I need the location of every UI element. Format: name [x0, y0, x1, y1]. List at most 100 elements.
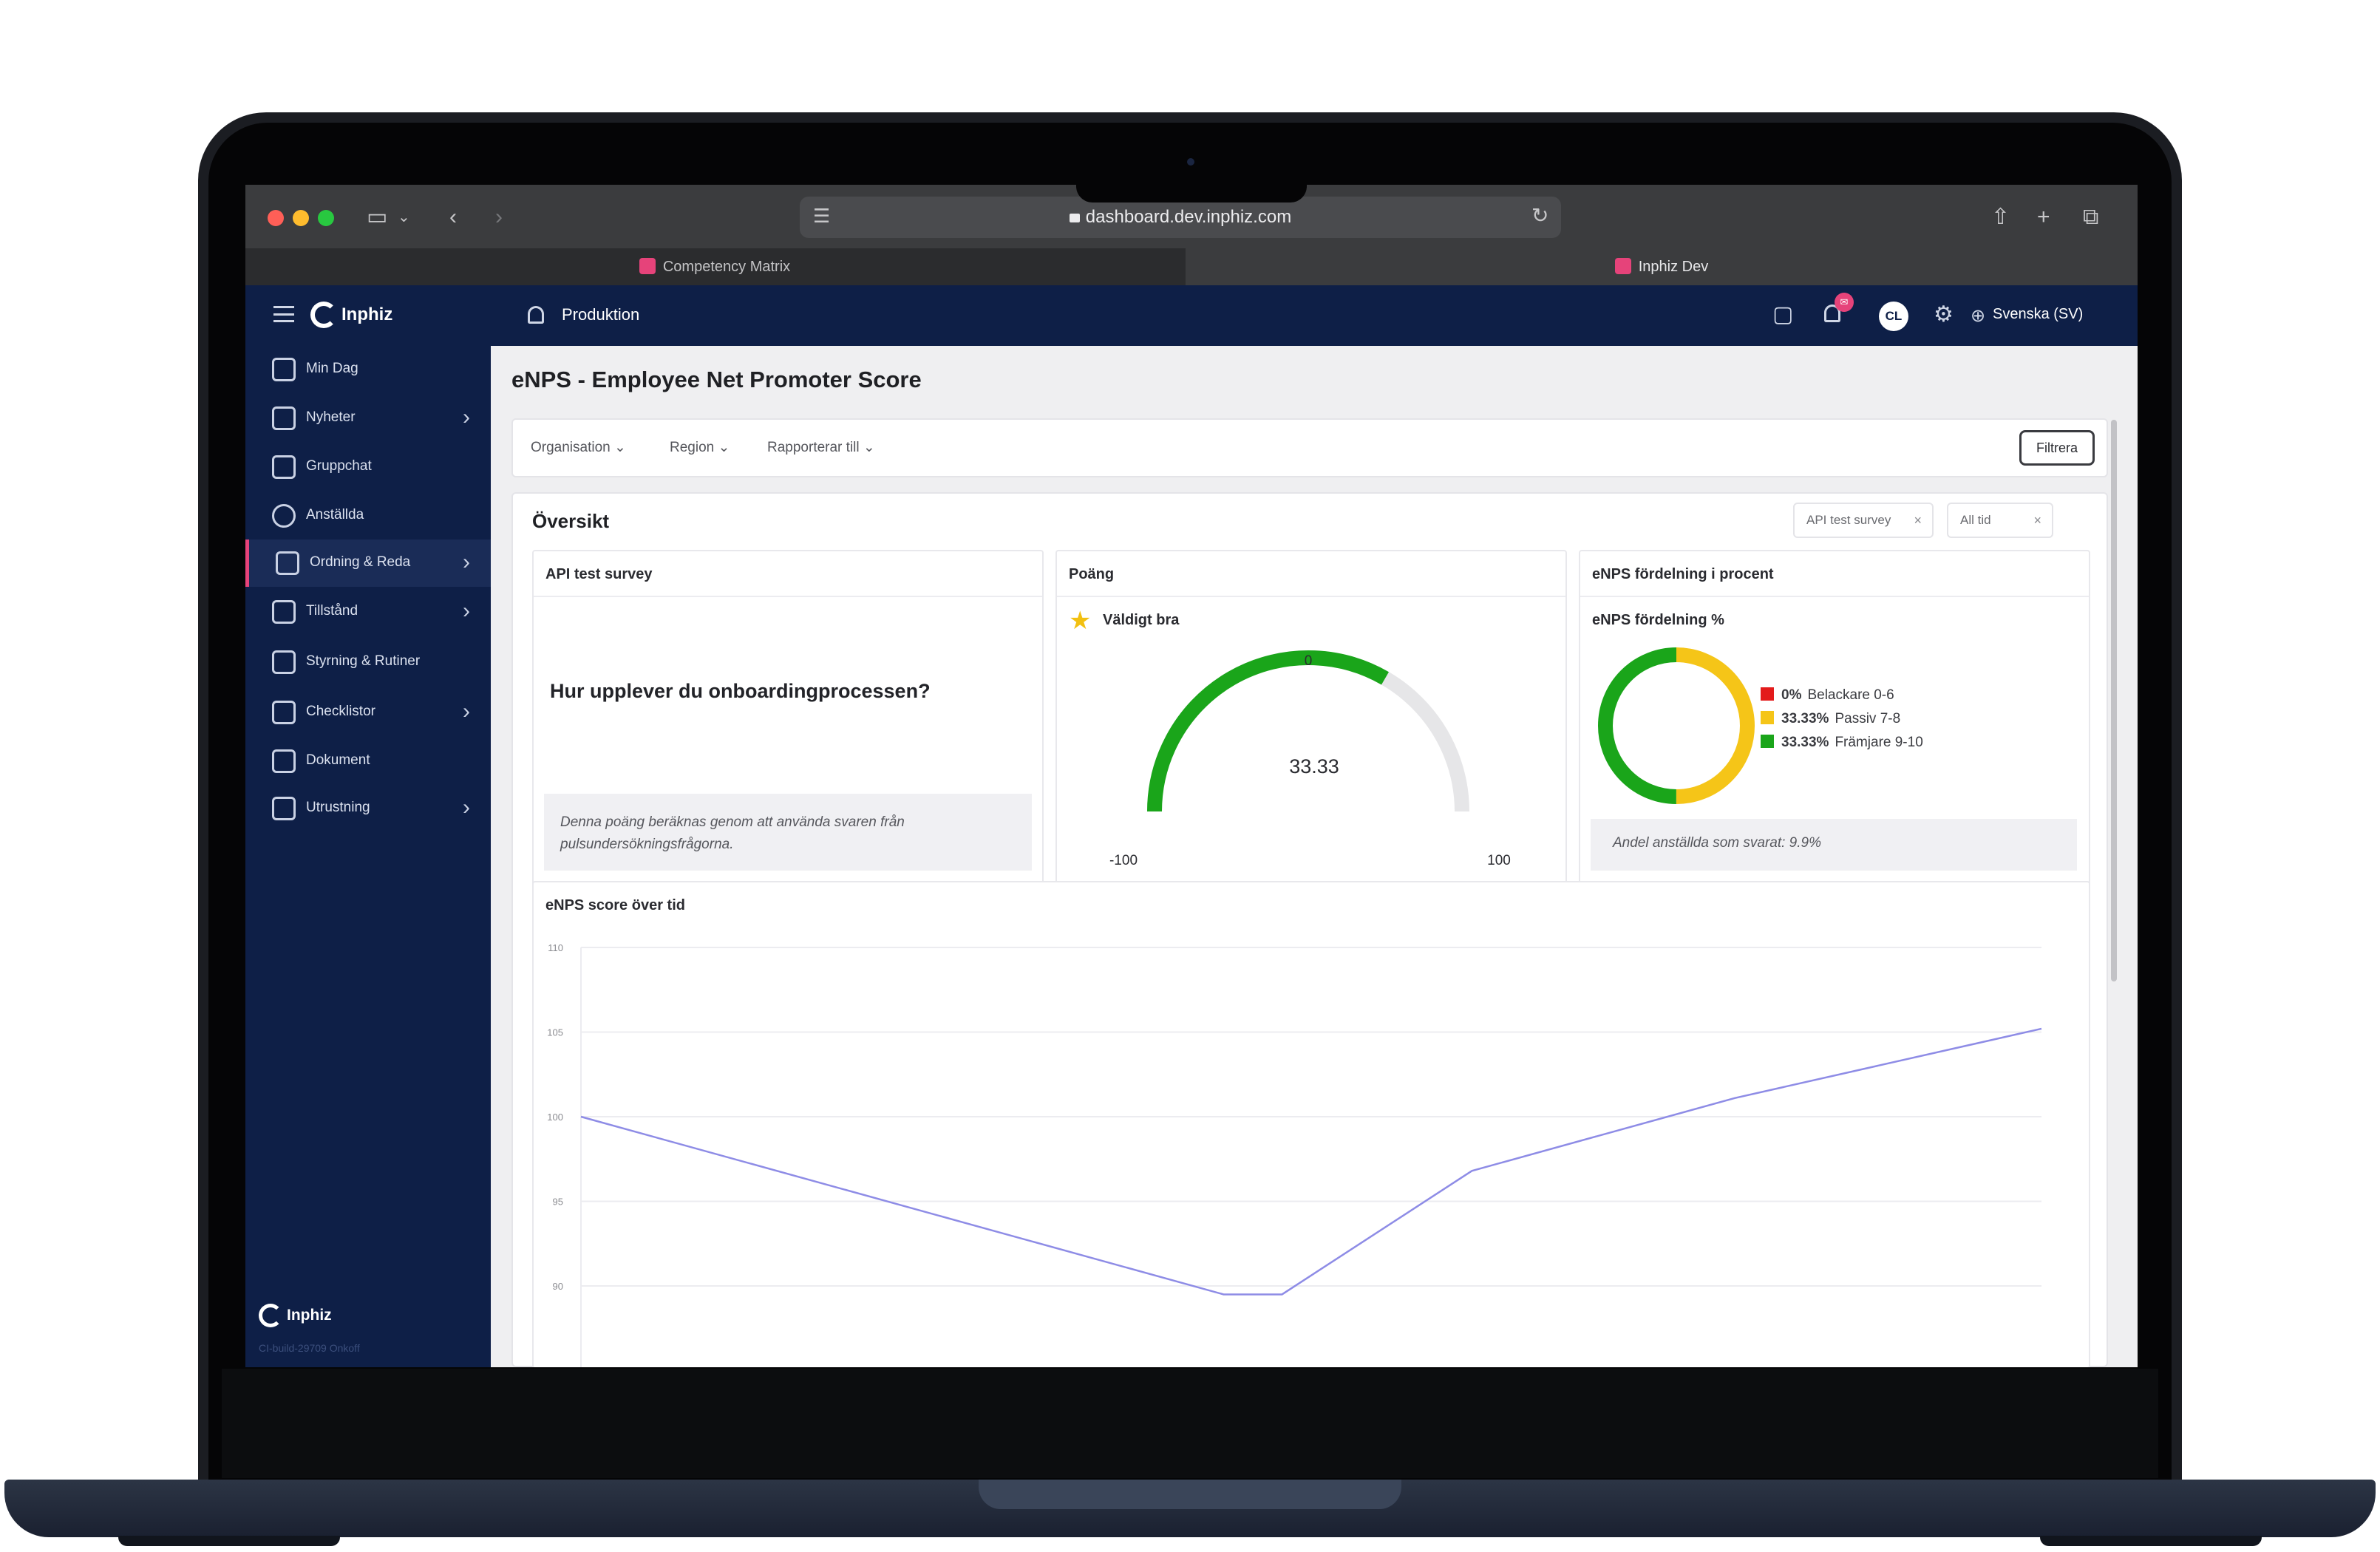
panel-title: eNPS fördelning i procent	[1592, 566, 1774, 582]
bell-icon[interactable]	[528, 306, 544, 324]
close-window-button[interactable]	[268, 210, 284, 226]
score-note: Denna poäng beräknas genom att använda s…	[544, 794, 1032, 871]
star-icon: ★	[1069, 607, 1092, 635]
enps-series-line	[580, 1027, 2042, 1296]
region-dropdown[interactable]: Region ⌄	[670, 439, 730, 456]
chevron-down-icon[interactable]: ⌄	[398, 209, 410, 225]
sidebar-item-label: Tillstånd	[306, 603, 358, 619]
legend-item-belackare: 0% Belackare 0-6	[1761, 687, 1894, 704]
sidebar-item-label: Utrustning	[306, 800, 370, 815]
forward-icon[interactable]: ›	[495, 205, 503, 229]
tab-strip: Competency Matrix Inphiz Dev	[245, 248, 2138, 285]
reader-icon[interactable]: ☰	[813, 205, 831, 227]
gauge-max-label: 100	[1487, 853, 1511, 868]
donut-slice-2	[1598, 647, 1755, 804]
reports-to-dropdown[interactable]: Rapporterar till ⌄	[767, 439, 875, 456]
tab-competency-matrix[interactable]: Competency Matrix	[245, 248, 1184, 285]
legend-swatch	[1761, 687, 1774, 701]
legend-label: Främjare 9-10	[1835, 735, 1923, 750]
sidebar-item-label: Nyheter	[306, 409, 356, 425]
share-icon[interactable]: ⇧	[1991, 205, 2010, 229]
laptop-foot-left	[118, 1536, 340, 1546]
sidebar-item-ordning-reda[interactable]: Ordning & Reda ›	[245, 540, 491, 587]
rating-label: Väldigt bra	[1103, 612, 1180, 628]
gauge-mid-label: 0	[1305, 653, 1313, 669]
tab-inphiz-dev[interactable]: Inphiz Dev	[1186, 248, 2138, 285]
news-icon	[272, 406, 296, 430]
score-note-text: Denna poäng beräknas genom att använda s…	[560, 814, 905, 852]
sidebar-item-gruppchat[interactable]: Gruppchat	[245, 443, 491, 491]
version-label: CI-build-29709 Onkoff	[259, 1342, 360, 1354]
tools-icon	[272, 797, 296, 820]
tab-label: Competency Matrix	[662, 259, 791, 275]
new-tab-icon[interactable]: +	[2037, 205, 2050, 229]
overview-card: Översikt API test survey × All tid × API t…	[511, 492, 2108, 1367]
filter-button[interactable]: Filtrera	[2019, 430, 2095, 466]
sidebar-item-tillstand[interactable]: Tillstånd ›	[245, 588, 491, 636]
sidebar-toggle-icon[interactable]: ▭	[367, 205, 388, 229]
camera-icon	[1187, 158, 1194, 166]
notification-badge: ✉	[1835, 293, 1854, 312]
close-icon[interactable]: ×	[1914, 513, 1922, 528]
lock-icon	[1069, 214, 1080, 222]
period-chip[interactable]: All tid ×	[1947, 503, 2053, 538]
sidebar-item-nyheter[interactable]: Nyheter ›	[245, 395, 491, 442]
chevron-down-icon: ⌄	[863, 440, 875, 455]
checklist-icon	[272, 701, 296, 724]
scrollbar[interactable]	[2111, 420, 2117, 981]
chip-label: API test survey	[1806, 513, 1891, 527]
globe-icon[interactable]: ⊕	[1971, 306, 1986, 326]
tab-overview-icon[interactable]: ⧉	[2083, 205, 2099, 229]
gear-icon[interactable]: ⚙	[1934, 302, 1954, 327]
chart-grid	[580, 947, 2041, 1367]
routine-icon	[272, 650, 296, 674]
reload-icon[interactable]: ↻	[1531, 204, 1549, 227]
brand-name: Inphiz	[341, 304, 393, 324]
back-icon[interactable]: ‹	[449, 205, 457, 229]
sidebar-item-anstallda[interactable]: Anställda	[245, 492, 491, 540]
notifications-icon[interactable]	[1824, 304, 1840, 322]
chevron-right-icon: ›	[463, 405, 470, 429]
close-icon[interactable]: ×	[2033, 513, 2041, 528]
panel-title: API test survey	[545, 566, 653, 582]
maximize-window-button[interactable]	[318, 210, 334, 226]
sidebar-item-utrustning[interactable]: Utrustning ›	[245, 785, 491, 832]
people-icon	[272, 504, 296, 528]
sidebar-item-checklistor[interactable]: Checklistor ›	[245, 689, 491, 736]
inphiz-logo-icon	[259, 1304, 282, 1327]
sidebar-item-label: Min Dag	[306, 361, 358, 376]
chip-label: All tid	[1960, 513, 1991, 527]
survey-chip[interactable]: API test survey ×	[1793, 503, 1934, 538]
dropdown-label: Organisation	[531, 440, 611, 455]
overview-title: Översikt	[532, 510, 610, 532]
score-panel: Poäng ★ Väldigt bra 33.33 0 -100 100	[1055, 550, 1567, 893]
chat-bubble-icon[interactable]: ▢	[1772, 302, 1794, 327]
distribution-donut	[1598, 647, 1755, 804]
chevron-right-icon: ›	[463, 550, 470, 574]
sidebar-footer-brand: Inphiz	[287, 1307, 332, 1324]
language-selector[interactable]: Svenska (SV)	[1993, 306, 2084, 322]
sidebar-item-dokument[interactable]: Dokument	[245, 738, 491, 785]
legend-label: Passiv 7-8	[1835, 711, 1901, 726]
filter-bar: Organisation ⌄ Region ⌄ Rapporterar till…	[511, 418, 2108, 477]
calendar-icon	[272, 358, 296, 381]
address-bar[interactable]: ☰ dashboard.dev.inphiz.com ↻	[800, 197, 1561, 238]
sidebar-item-label: Checklistor	[306, 704, 375, 719]
sidebar-item-min-dag[interactable]: Min Dag	[245, 346, 491, 393]
legend-label: Belackare 0-6	[1807, 687, 1894, 703]
menu-icon[interactable]	[273, 306, 294, 322]
app-header: Inphiz Produktion ▢ ✉ CL ⚙ ⊕ Svenska (SV…	[245, 285, 2138, 346]
y-tick-label: 110	[548, 942, 563, 953]
legend-pct: 33.33%	[1781, 711, 1829, 726]
y-tick-label: 95	[553, 1197, 563, 1208]
y-tick-label: 100	[547, 1112, 563, 1123]
organisation-dropdown[interactable]: Organisation ⌄	[531, 439, 626, 456]
page-title: eNPS - Employee Net Promoter Score	[511, 367, 922, 392]
y-tick-label: 90	[553, 1281, 563, 1292]
sidebar-item-label: Gruppchat	[306, 458, 372, 474]
minimize-window-button[interactable]	[293, 210, 309, 226]
gauge-track	[1147, 650, 1469, 812]
sidebar-item-styrning-rutiner[interactable]: Styrning & Rutiner	[245, 639, 491, 686]
avatar[interactable]: CL	[1879, 302, 1908, 331]
gauge-fill	[1147, 650, 1389, 812]
